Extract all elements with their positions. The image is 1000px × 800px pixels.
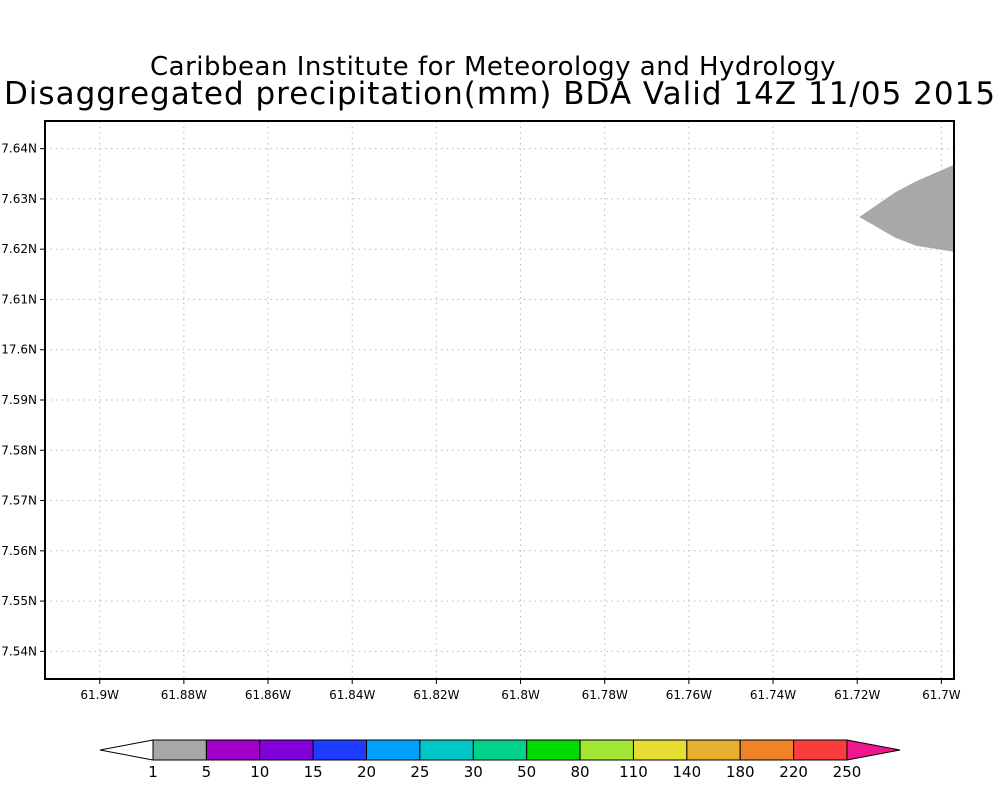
lat-tick-label: 7.61N — [1, 292, 37, 306]
chart-subtitle: Disaggregated precipitation(mm) BDA Vali… — [3, 76, 997, 112]
colorbar-swatch — [739, 739, 795, 761]
colorbar-label: 5 — [202, 763, 212, 781]
colorbar-swatch — [152, 739, 207, 761]
colorbar-label: 50 — [517, 763, 536, 781]
colorbar-label: 250 — [833, 763, 862, 781]
lat-tick-label: 7.63N — [1, 192, 37, 206]
precip-area-1-5 — [859, 164, 954, 252]
colorbar-label: 10 — [250, 763, 269, 781]
chart-title: Caribbean Institute for Meteorology and … — [150, 52, 836, 82]
latitude-axis: 7.64N 7.63N 7.62N 7.61N 17.6N 7.59N 7.58N 7.57N… — [1, 142, 45, 658]
lon-tick-label: 61.88W — [161, 688, 207, 702]
colorbar-swatch — [526, 739, 581, 761]
colorbar-swatch — [205, 739, 261, 761]
longitude-axis: 61.9W 61.88W 61.86W 61.84W 61.82W 61.8W 61.78W… — [80, 679, 961, 702]
lon-tick-label: 61.78W — [582, 688, 628, 702]
colorbar-label: 80 — [571, 763, 590, 781]
colorbar-swatch — [686, 739, 741, 761]
grid-lines — [45, 121, 954, 679]
lon-tick-label: 61.72W — [834, 688, 880, 702]
colorbar-label: 220 — [779, 763, 808, 781]
colorbar-swatch — [579, 739, 634, 761]
lon-tick-label: 61.8W — [501, 688, 540, 702]
lat-tick-label: 7.57N — [1, 494, 37, 508]
colorbar-label: 20 — [357, 763, 376, 781]
lon-tick-label: 61.9W — [80, 688, 119, 702]
colorbar-swatch — [366, 739, 421, 761]
colorbar-label: 110 — [619, 763, 648, 781]
lat-tick-label: 7.55N — [1, 594, 37, 608]
lon-tick-label: 61.74W — [750, 688, 796, 702]
colorbar-swatch — [419, 739, 474, 761]
colorbar-below-arrow — [99, 739, 154, 761]
lat-tick-label: 7.62N — [1, 242, 37, 256]
colorbar-label: 30 — [464, 763, 483, 781]
colorbar-swatch — [793, 739, 848, 761]
lat-tick-label: 7.56N — [1, 544, 37, 558]
lon-tick-label: 61.86W — [245, 688, 291, 702]
colorbar-above-arrow — [846, 739, 901, 761]
colorbar-legend: 1 5 10 15 20 25 30 50 80 110 140 180 220 250 — [99, 739, 901, 781]
colorbar-label: 25 — [410, 763, 429, 781]
colorbar-swatch — [259, 739, 314, 761]
lon-tick-label: 61.76W — [666, 688, 712, 702]
lat-tick-label: 7.58N — [1, 443, 37, 457]
colorbar-label: 180 — [726, 763, 755, 781]
lat-tick-label: 7.59N — [1, 393, 37, 407]
colorbar-swatch — [312, 739, 368, 761]
lon-tick-label: 61.7W — [922, 688, 961, 702]
colorbar-label: 15 — [304, 763, 323, 781]
colorbar-label: 140 — [673, 763, 702, 781]
lon-tick-label: 61.84W — [329, 688, 375, 702]
lat-tick-label: 7.54N — [1, 644, 37, 658]
lat-tick-label: 17.6N — [1, 343, 37, 357]
precipitation-areas — [859, 164, 954, 252]
lat-tick-label: 7.64N — [1, 142, 37, 156]
colorbar-swatch — [632, 739, 688, 761]
colorbar-label: 1 — [148, 763, 158, 781]
colorbar-swatch — [472, 739, 528, 761]
map-frame — [44, 120, 955, 680]
lon-tick-label: 61.82W — [413, 688, 459, 702]
